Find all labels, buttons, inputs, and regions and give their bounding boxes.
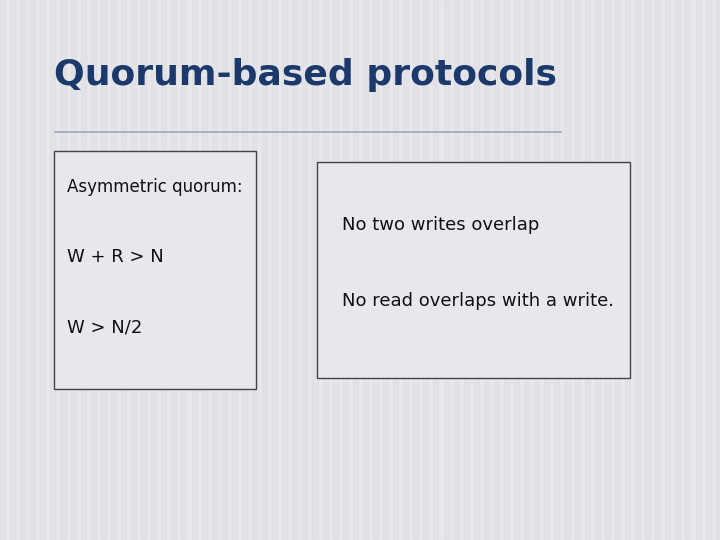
Bar bbox=[454, 0, 459, 540]
Bar bbox=[696, 0, 701, 540]
Bar bbox=[665, 0, 670, 540]
Bar bbox=[232, 0, 237, 540]
Bar bbox=[212, 0, 217, 540]
Bar bbox=[91, 0, 96, 540]
Text: Asymmetric quorum:: Asymmetric quorum: bbox=[67, 178, 243, 196]
Bar bbox=[444, 0, 449, 540]
Bar bbox=[605, 0, 610, 540]
Bar bbox=[181, 0, 186, 540]
Bar bbox=[323, 0, 328, 540]
Bar bbox=[353, 0, 358, 540]
Bar bbox=[50, 0, 55, 540]
Bar bbox=[20, 0, 25, 540]
FancyBboxPatch shape bbox=[54, 151, 256, 389]
Text: Quorum-based protocols: Quorum-based protocols bbox=[54, 58, 557, 92]
Bar bbox=[242, 0, 247, 540]
Bar bbox=[111, 0, 116, 540]
Bar bbox=[685, 0, 690, 540]
Bar bbox=[60, 0, 66, 540]
Bar bbox=[403, 0, 408, 540]
Bar bbox=[655, 0, 660, 540]
Bar bbox=[706, 0, 711, 540]
Bar bbox=[373, 0, 378, 540]
Bar bbox=[81, 0, 86, 540]
Bar bbox=[524, 0, 529, 540]
Bar bbox=[585, 0, 590, 540]
Bar bbox=[282, 0, 287, 540]
Bar bbox=[202, 0, 207, 540]
Bar bbox=[262, 0, 267, 540]
Text: No two writes overlap: No two writes overlap bbox=[342, 216, 539, 234]
Text: No read overlaps with a write.: No read overlaps with a write. bbox=[342, 292, 614, 309]
Bar bbox=[252, 0, 257, 540]
Bar bbox=[675, 0, 680, 540]
Bar bbox=[101, 0, 106, 540]
Bar bbox=[504, 0, 509, 540]
Bar bbox=[312, 0, 318, 540]
Bar bbox=[192, 0, 197, 540]
Bar bbox=[645, 0, 650, 540]
Bar bbox=[131, 0, 136, 540]
Bar bbox=[71, 0, 76, 540]
Bar bbox=[423, 0, 428, 540]
Bar bbox=[161, 0, 166, 540]
Bar bbox=[292, 0, 297, 540]
Bar bbox=[413, 0, 418, 540]
Bar bbox=[514, 0, 519, 540]
Bar bbox=[474, 0, 479, 540]
Text: W + R > N: W + R > N bbox=[67, 248, 163, 266]
Bar bbox=[554, 0, 559, 540]
Bar bbox=[716, 0, 720, 540]
Bar bbox=[564, 0, 570, 540]
Bar bbox=[141, 0, 146, 540]
Bar bbox=[222, 0, 227, 540]
Bar bbox=[10, 0, 15, 540]
Bar bbox=[151, 0, 156, 540]
Bar bbox=[575, 0, 580, 540]
Bar bbox=[433, 0, 438, 540]
Bar bbox=[363, 0, 368, 540]
Text: W > N/2: W > N/2 bbox=[67, 319, 143, 336]
Bar bbox=[534, 0, 539, 540]
Bar bbox=[544, 0, 549, 540]
Bar bbox=[464, 0, 469, 540]
Bar bbox=[302, 0, 307, 540]
Bar bbox=[0, 0, 5, 540]
Bar bbox=[40, 0, 45, 540]
Bar bbox=[615, 0, 620, 540]
Bar bbox=[393, 0, 398, 540]
Bar bbox=[333, 0, 338, 540]
Bar bbox=[635, 0, 640, 540]
Bar bbox=[343, 0, 348, 540]
FancyBboxPatch shape bbox=[317, 162, 630, 378]
Bar bbox=[171, 0, 176, 540]
Bar bbox=[30, 0, 35, 540]
Bar bbox=[595, 0, 600, 540]
Bar bbox=[625, 0, 630, 540]
Bar bbox=[484, 0, 489, 540]
Bar bbox=[383, 0, 388, 540]
Bar bbox=[494, 0, 499, 540]
Bar bbox=[272, 0, 277, 540]
Bar bbox=[121, 0, 126, 540]
